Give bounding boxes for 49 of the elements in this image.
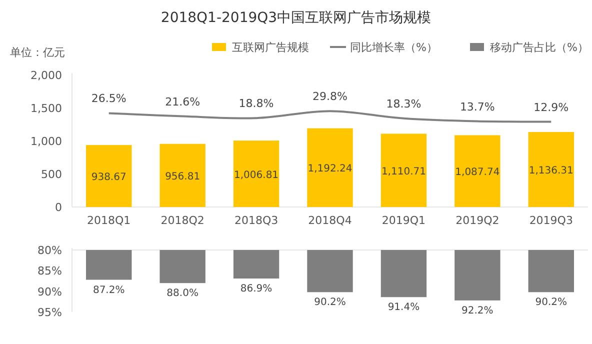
x-tick-label: 2019Q3: [529, 214, 573, 227]
data-label: 1,087.74: [455, 167, 500, 178]
y-tick-label: 95%: [38, 306, 62, 319]
data-label: 938.67: [91, 172, 126, 184]
data-label: 956.81: [165, 171, 200, 182]
data-label: 12.9%: [534, 100, 569, 114]
bar: [307, 128, 353, 207]
x-tick-label: 2018Q1: [87, 214, 131, 227]
x-tick-label: 2019Q1: [382, 214, 426, 227]
y-tick-label: 1,500: [30, 102, 62, 115]
x-tick-label: 2018Q4: [308, 214, 352, 227]
bar: [86, 145, 132, 207]
y-tick-label: 2,000: [30, 69, 62, 82]
data-label: 1,006.81: [234, 170, 279, 181]
data-label: 29.8%: [312, 90, 348, 104]
bar: [528, 132, 574, 207]
data-label: 18.3%: [386, 97, 422, 110]
data-label: 91.4%: [388, 302, 420, 314]
x-tick-label: 2018Q3: [234, 214, 278, 227]
data-label: 92.2%: [462, 305, 494, 316]
legend-label: 同比增长率（%）: [350, 41, 438, 54]
x-tick-label: 2018Q2: [160, 214, 204, 227]
data-label: 1,110.71: [381, 166, 426, 178]
data-label: 1,192.24: [308, 164, 352, 175]
y-tick-label: 85%: [38, 264, 62, 278]
data-label: 26.5%: [91, 92, 126, 106]
y-tick-label: 500: [41, 168, 62, 181]
chart-title: 2018Q1-2019Q3中国互联网广告市场规模: [160, 10, 432, 26]
y-tick-label: 80%: [38, 244, 62, 257]
bar: [160, 144, 206, 207]
data-label: 21.6%: [165, 95, 200, 108]
data-label: 1,136.31: [528, 166, 574, 176]
legend-label: 移动广告占比（%）: [490, 41, 588, 54]
bar: [454, 135, 500, 207]
bar: [233, 140, 280, 207]
y-tick-label: 1,000: [30, 135, 62, 148]
data-label: 90.2%: [314, 297, 346, 308]
y-tick-label: 0: [55, 201, 62, 214]
bar: [380, 134, 427, 207]
data-label: 87.2%: [92, 284, 125, 296]
data-label: 18.8%: [238, 97, 274, 110]
y-tick-label: 90%: [38, 285, 62, 298]
data-label: 13.7%: [460, 100, 495, 114]
data-label: 86.9%: [240, 284, 272, 295]
data-label: 88.0%: [166, 288, 198, 300]
legend-label: 互联网广告规模: [232, 41, 309, 54]
x-tick-label: 2019Q2: [456, 214, 500, 227]
y-axis-title: 单位：亿元: [10, 46, 65, 59]
data-label: 90.2%: [535, 297, 568, 308]
